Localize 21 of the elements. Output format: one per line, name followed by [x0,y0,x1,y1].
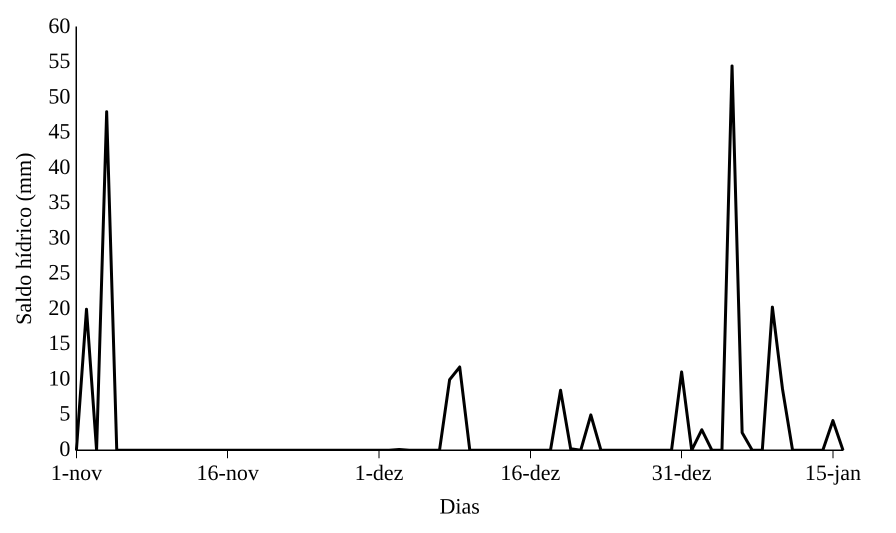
y-tick-label: 30 [48,224,70,250]
y-tick-label: 0 [59,436,70,461]
x-tick-label: 16-nov [196,460,259,486]
x-tick-label: 15-jan [804,460,862,486]
y-tick-label: 10 [48,365,70,390]
x-tick-label: 1-nov [50,460,102,486]
y-tick-label: 40 [48,154,70,179]
y-tick-label: 5 [59,400,70,426]
y-axis-title: Saldo hídrico (mm) [10,152,36,325]
y-tick-label: 50 [48,83,70,108]
y-tick-label: 60 [48,12,70,38]
y-tick-label: 20 [48,294,70,320]
y-tick-label: 45 [48,118,70,144]
y-tick-label: 15 [48,330,70,356]
x-tick-label: 31-dez [652,460,712,486]
x-axis-title: Dias [440,494,480,519]
y-tick-label: 35 [48,189,70,214]
x-tick-label: 1-dez [354,460,404,486]
x-tick-label: 16-dez [500,460,560,486]
y-tick-label: 25 [48,260,70,285]
y-tick-label: 55 [48,48,70,74]
